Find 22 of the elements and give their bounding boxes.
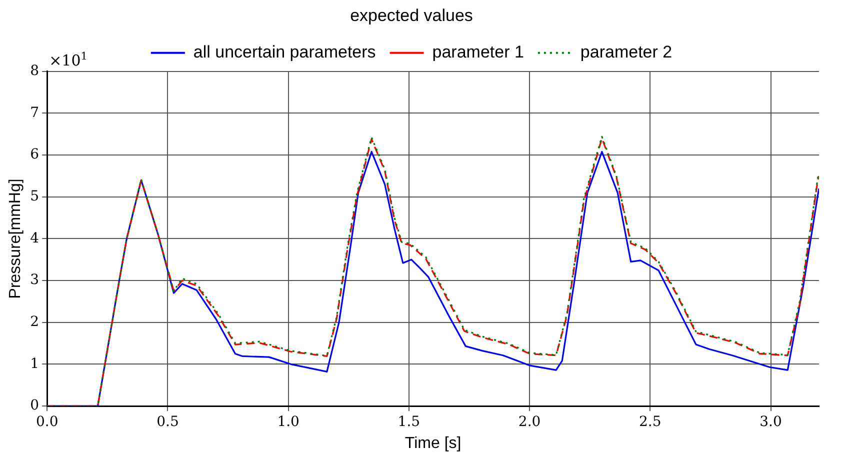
y-tick-label: 7 xyxy=(30,104,40,121)
y-tick-label: 6 xyxy=(30,146,40,163)
x-axis-title: Time [s] xyxy=(404,434,462,452)
y-tick-label: 0 xyxy=(30,398,40,414)
legend-label: parameter 2 xyxy=(580,42,672,62)
y-axis-title: Pressure[mmHg] xyxy=(7,178,24,299)
x-tick-label: 3.0 xyxy=(760,414,782,430)
legend-label: parameter 1 xyxy=(432,42,524,62)
y-tick-label: 2 xyxy=(30,314,40,330)
legend-label: all uncertain parameters xyxy=(193,42,376,62)
y-tick-label: 5 xyxy=(30,188,40,205)
chart-title: expected values xyxy=(350,6,473,25)
x-tick-label: 0.5 xyxy=(156,414,179,430)
y-tick-label: 1 xyxy=(30,356,40,372)
y-tick-label: 3 xyxy=(30,272,40,288)
x-tick-label: 2.5 xyxy=(639,414,662,430)
x-tick-label: 1.0 xyxy=(277,414,300,430)
y-tick-label: 8 xyxy=(30,63,40,80)
y-tick-label: 4 xyxy=(30,230,40,246)
x-tick-label: 0.0 xyxy=(36,414,58,430)
x-tick-label: 2.0 xyxy=(518,414,541,430)
x-tick-label: 1.5 xyxy=(398,414,420,430)
